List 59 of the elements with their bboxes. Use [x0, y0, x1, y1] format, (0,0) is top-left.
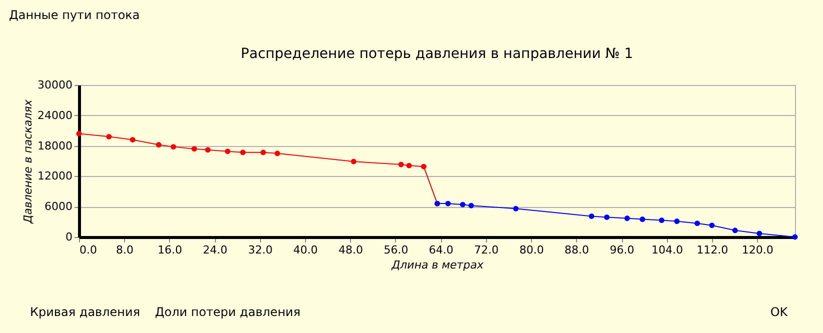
point: [156, 142, 162, 148]
point: [205, 147, 211, 153]
x-tick-label: 80.0: [519, 244, 544, 256]
point: [709, 222, 715, 228]
x-tick-label: 48.0: [338, 244, 364, 256]
x-tick-label: 120.0: [742, 244, 774, 256]
text: OK: [770, 305, 789, 319]
point: [624, 216, 630, 221]
x-tick-label: 112.0: [696, 244, 728, 256]
point: [640, 216, 646, 222]
point: [694, 220, 700, 226]
text: Доли потери давления: [155, 305, 300, 319]
point: [588, 213, 594, 219]
point: [350, 158, 356, 164]
point: [674, 218, 680, 224]
x-tick-label: 64.0: [428, 244, 454, 256]
point: [398, 162, 404, 168]
point: [192, 146, 198, 152]
point: [76, 130, 82, 136]
point: [732, 228, 738, 234]
point: [240, 150, 246, 156]
point: [513, 206, 519, 212]
text: Данные пути потока: [9, 8, 140, 22]
x-tick-label: 0.0: [80, 244, 97, 256]
y-tick-label: 18000: [38, 139, 72, 152]
x-tick-label: 40.0: [293, 244, 318, 256]
point: [406, 162, 412, 168]
chart-title: Распределение потерь давления в направлении № 1: [240, 46, 634, 62]
x-tick-label: 24.0: [202, 244, 228, 256]
point: [170, 144, 176, 150]
point: [658, 218, 664, 224]
point: [756, 230, 762, 236]
point: [224, 148, 230, 154]
y-tick-label: 30000: [38, 78, 72, 92]
x-tick-label: 56.0: [384, 244, 408, 256]
point: [274, 150, 280, 156]
point: [130, 136, 136, 142]
x-tick-label: 104.0: [651, 244, 683, 256]
point: [445, 200, 451, 206]
x-tick-label: 8.0: [116, 244, 134, 256]
x-tick-label: 72.0: [474, 244, 499, 256]
y-tick-label: 0: [66, 230, 72, 244]
point: [460, 202, 466, 208]
x-tick-label: 96.0: [610, 244, 634, 256]
y-tick-label: 12000: [38, 170, 72, 183]
point: [468, 202, 474, 208]
point: [604, 214, 610, 220]
y-tick-label: 24000: [38, 108, 72, 122]
y-tick-label: 6000: [44, 200, 72, 214]
point: [260, 150, 266, 156]
point: [420, 164, 426, 170]
x-axis-title: Длина в метрах: [390, 258, 484, 272]
x-tick-label: 32.0: [248, 244, 273, 256]
point: [106, 134, 112, 140]
text: Кривая давления: [30, 305, 140, 319]
x-tick-label: 16.0: [158, 244, 182, 256]
y-axis-title: Давление в паскалях: [22, 99, 35, 224]
point: [792, 234, 798, 240]
x-tick-label: 88.0: [564, 244, 590, 256]
